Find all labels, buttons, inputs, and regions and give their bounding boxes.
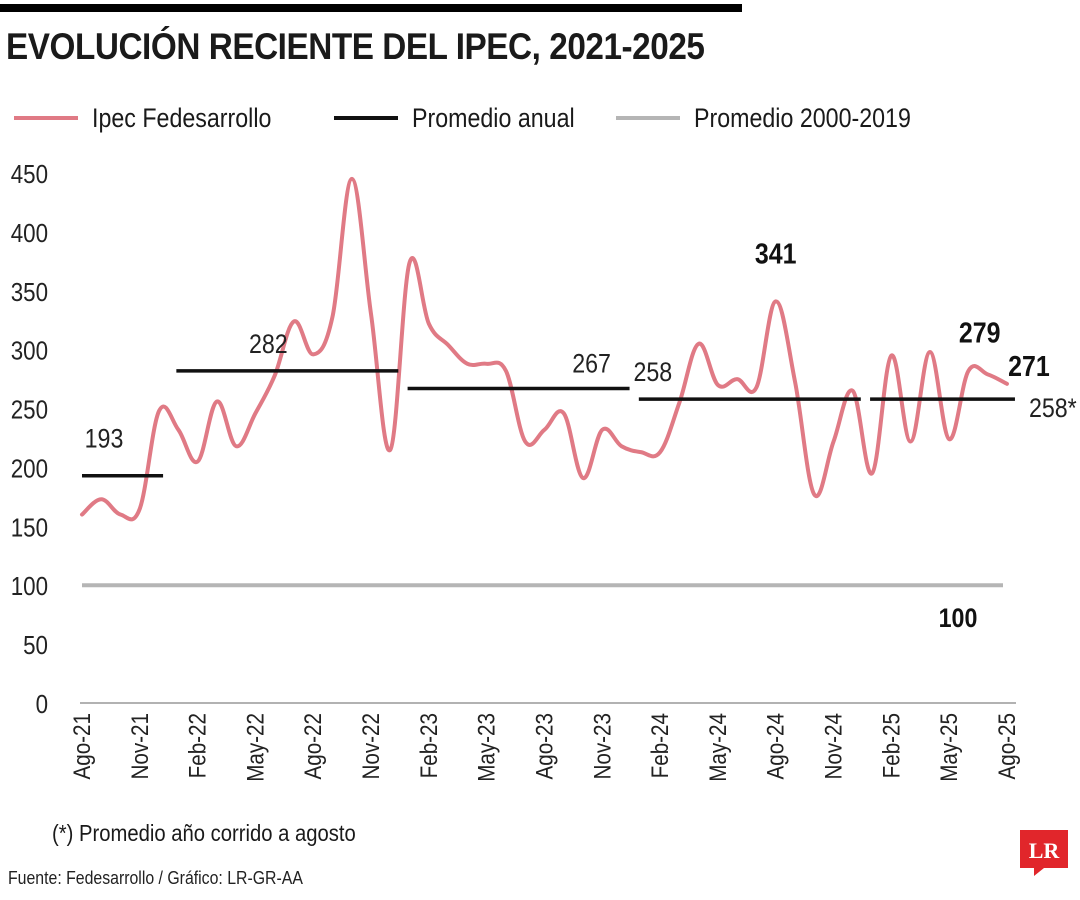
value-annotation: 341 bbox=[755, 238, 797, 270]
value-annotation: 271 bbox=[1008, 350, 1050, 382]
y-tick-label: 0 bbox=[36, 690, 48, 719]
ipec-series-line bbox=[80, 176, 1009, 522]
x-tick-label: Ago-25 bbox=[994, 713, 1021, 780]
top-rule bbox=[0, 4, 742, 12]
y-tick-label: 50 bbox=[23, 632, 48, 661]
legend-item-ipec: Ipec Fedesarrollo bbox=[14, 98, 301, 138]
x-tick-label: Feb-24 bbox=[647, 713, 674, 778]
footnote: (*) Promedio año corrido a agosto bbox=[52, 820, 356, 846]
x-tick-label: May-22 bbox=[242, 713, 269, 782]
x-tick-label: Nov-24 bbox=[820, 713, 847, 780]
lr-logo: LR bbox=[1020, 830, 1068, 876]
x-tick-label: Ago-21 bbox=[69, 713, 96, 780]
x-tick-label: Feb-25 bbox=[878, 713, 905, 778]
annual-average-label: 193 bbox=[85, 424, 124, 454]
x-tick-label: Ago-22 bbox=[300, 713, 327, 780]
annual-average-label: 267 bbox=[572, 349, 611, 379]
x-tick-label: Feb-22 bbox=[184, 713, 211, 778]
annual-average-label: 258* bbox=[1029, 394, 1077, 424]
x-tick-label: Nov-23 bbox=[589, 713, 616, 780]
y-tick-label: 100 bbox=[11, 573, 48, 602]
x-tick-label: May-24 bbox=[704, 713, 731, 782]
x-tick-label: Feb-23 bbox=[415, 713, 442, 778]
x-tick-label: Ago-23 bbox=[531, 713, 558, 780]
legend-swatch-ipec bbox=[14, 116, 78, 120]
legend-label-promedio-anual: Promedio anual bbox=[412, 102, 575, 133]
x-tick-label: May-25 bbox=[936, 713, 963, 782]
legend-label-promedio-historico: Promedio 2000-2019 bbox=[694, 102, 911, 133]
logo-text: LR bbox=[1029, 838, 1061, 863]
x-tick-label: May-23 bbox=[473, 713, 500, 782]
y-tick-label: 150 bbox=[11, 514, 48, 543]
legend-item-promedio-anual: Promedio anual bbox=[334, 98, 601, 138]
y-tick-label: 200 bbox=[11, 455, 48, 484]
chart-title: EVOLUCIÓN RECIENTE DEL IPEC, 2021-2025 bbox=[6, 26, 705, 67]
y-tick-label: 300 bbox=[11, 337, 48, 366]
source-credit: Fuente: Fedesarrollo / Gráfico: LR-GR-AA bbox=[8, 868, 303, 888]
y-tick-label: 250 bbox=[11, 396, 48, 425]
historical-average-label: 100 bbox=[939, 604, 978, 634]
x-tick-label: Ago-24 bbox=[762, 713, 789, 780]
y-tick-label: 350 bbox=[11, 278, 48, 307]
legend-swatch-promedio-historico bbox=[616, 116, 680, 120]
x-tick-label: Nov-22 bbox=[358, 713, 385, 780]
annual-average-label: 258 bbox=[633, 358, 672, 388]
legend: Ipec Fedesarrollo Promedio anual Promedi… bbox=[0, 98, 1080, 138]
annual-average-label: 282 bbox=[249, 329, 288, 359]
y-tick-label: 450 bbox=[11, 160, 48, 189]
y-tick-label: 400 bbox=[11, 219, 48, 248]
legend-item-promedio-historico: Promedio 2000-2019 bbox=[616, 98, 946, 138]
legend-swatch-promedio-anual bbox=[334, 116, 398, 120]
value-annotation: 279 bbox=[959, 317, 1001, 349]
x-tick-label: Nov-21 bbox=[126, 713, 153, 780]
legend-label-ipec: Ipec Fedesarrollo bbox=[92, 102, 272, 133]
